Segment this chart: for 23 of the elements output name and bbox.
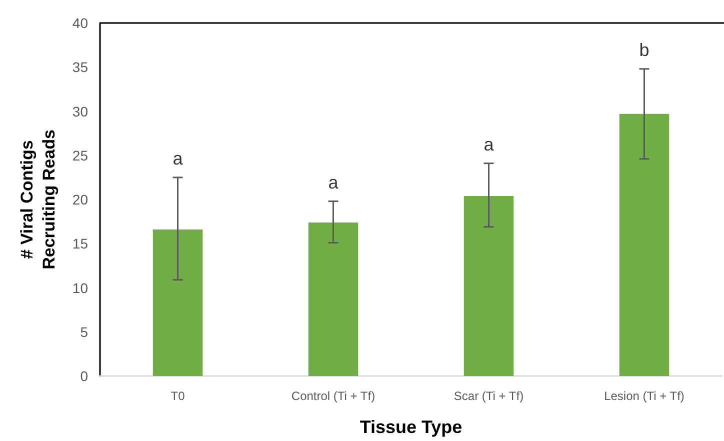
bar <box>619 114 670 376</box>
y-tick-label: 30 <box>72 103 88 120</box>
y-tick-label: 5 <box>80 324 88 340</box>
annotation: a <box>484 134 495 154</box>
annotation: a <box>172 148 184 168</box>
x-tick-label: Scar (Ti + Tf) <box>454 389 524 403</box>
y-tick-label: 0 <box>80 368 88 384</box>
bar <box>308 222 358 376</box>
bar <box>152 230 203 376</box>
bar <box>464 196 514 376</box>
x-tick-label: Lesion (Ti + Tf) <box>604 389 684 403</box>
x-axis-title: Tissue Type <box>360 417 462 437</box>
y-tick-label: 25 <box>72 147 88 164</box>
y-tick-label: 35 <box>72 59 88 76</box>
x-tick-label: Control (Ti + Tf) <box>291 389 376 403</box>
y-tick-label: 10 <box>72 280 88 296</box>
annotation: a <box>328 172 340 192</box>
y-tick-label: 20 <box>72 192 88 208</box>
annotation: b <box>639 40 650 60</box>
x-tick-label: T0 <box>170 389 186 403</box>
y-axis-title: # Viral Contigs Recruiting Reads <box>18 130 58 270</box>
y-tick-label: 15 <box>72 236 88 252</box>
y-tick-label: 40 <box>72 15 88 31</box>
